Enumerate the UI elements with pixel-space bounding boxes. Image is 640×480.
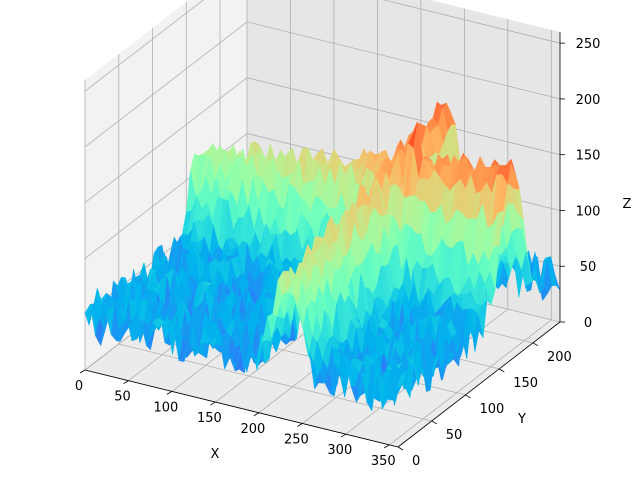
x-tick-label: 300: [327, 443, 352, 458]
z-tick-label: 100: [576, 204, 601, 219]
y-tick-mark: [465, 394, 471, 399]
pane-x: [85, 0, 247, 370]
x-tick-label: 250: [284, 432, 309, 447]
x-tick-label: 50: [114, 390, 131, 405]
y-tick-label: 200: [547, 350, 572, 365]
x-tick-mark: [210, 401, 216, 406]
z-tick-label: 0: [584, 316, 592, 331]
x-tick-mark: [340, 433, 347, 438]
z-tick-label: 150: [576, 149, 601, 164]
y-tick-label: 150: [513, 376, 538, 391]
x-tick-mark: [123, 380, 129, 385]
x-tick-label: 150: [197, 411, 222, 426]
surface-cell: [392, 384, 403, 401]
grid-z: [84, 0, 561, 92]
tick-labels: 0 50 100 150 200 250 300 350 0 50 100 150 200 0 50 100 1…: [75, 37, 601, 469]
y-tick-mark: [397, 446, 404, 451]
x-tick-mark: [384, 444, 390, 449]
x-tick-mark: [79, 369, 86, 374]
y-tick-mark: [532, 342, 539, 347]
x-tick-mark: [297, 423, 303, 427]
x-tick-label: 200: [240, 422, 265, 437]
x-tick-mark: [253, 412, 260, 417]
x-axis-label: X: [211, 447, 220, 462]
y-tick-mark: [499, 368, 505, 373]
axis-lines: [79, 32, 565, 451]
x-tick-label: 100: [154, 400, 179, 415]
y-tick-label: 0: [412, 454, 420, 469]
x-tick-mark: [166, 391, 173, 395]
y-tick-label: 100: [480, 402, 505, 417]
y-tick-mark: [431, 420, 437, 425]
x-tick-label: 0: [75, 379, 83, 394]
z-tick-label: 250: [576, 37, 601, 52]
grid-z: [84, 21, 561, 148]
z-tick-label: 50: [580, 260, 597, 275]
y-axis-label: Y: [517, 412, 526, 427]
z-tick-label: 200: [576, 93, 601, 108]
z-axis-label: Z: [623, 197, 632, 212]
x-tick-label: 350: [371, 454, 396, 469]
y-tick-label: 50: [446, 428, 463, 443]
surface-mesh: [84, 101, 561, 412]
